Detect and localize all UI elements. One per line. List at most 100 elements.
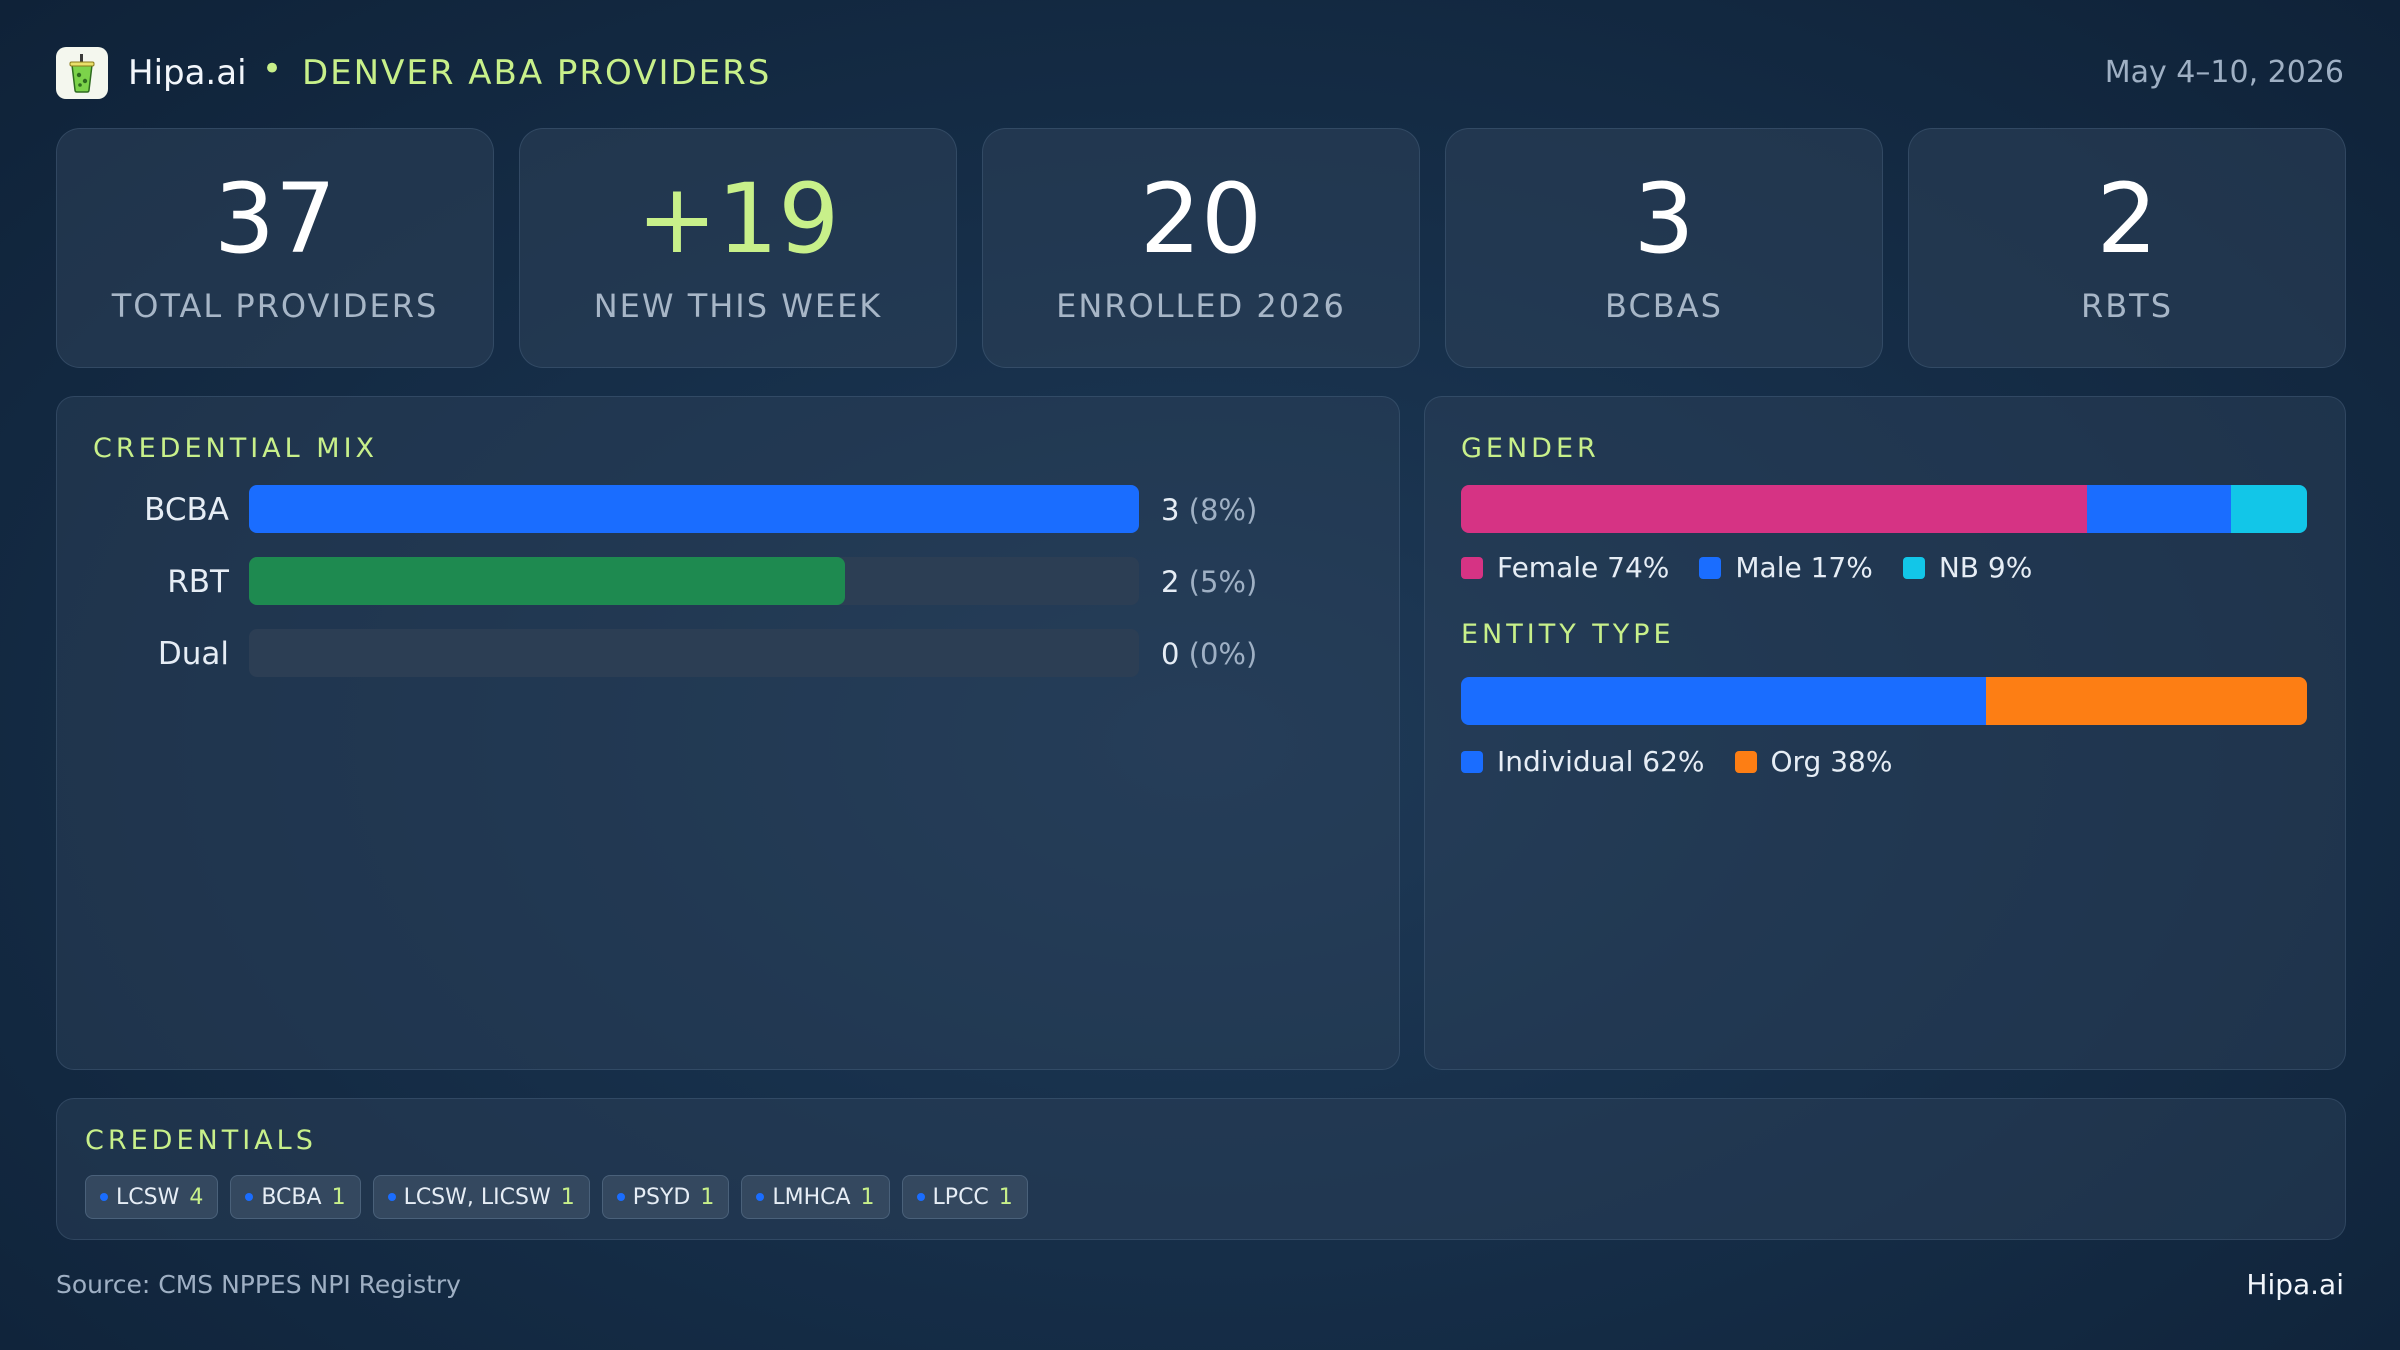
stat-card-total-providers: 37 TOTAL PROVIDERS — [56, 128, 494, 368]
legend-swatch — [1902, 556, 1925, 579]
entity-type-legend-item: Org 38% — [1734, 745, 1893, 778]
gender-legend-item: NB 9% — [1902, 551, 2033, 584]
stat-label: NEW THIS WEEK — [593, 287, 883, 325]
percent: (8%) — [1188, 493, 1258, 527]
legend-swatch — [1461, 556, 1483, 579]
stat-value: 20 — [1139, 163, 1263, 275]
gender-stacked-bar — [1461, 485, 2307, 533]
gender-segment — [1461, 485, 2088, 533]
credential-row-label: BCBA — [144, 492, 229, 528]
credential-chip[interactable]: LPCC 1 — [901, 1175, 1028, 1219]
chip-label: LMHCA — [772, 1184, 851, 1210]
credential-chip[interactable]: LCSW, LICSW 1 — [372, 1175, 590, 1219]
dot-icon — [245, 1193, 254, 1201]
chip-count: 1 — [560, 1184, 575, 1210]
bar-fill — [249, 485, 1139, 533]
credential-row-dual: Dual 0 (0%) — [93, 629, 1393, 679]
footer-brand: Hipa.ai — [2246, 1268, 2344, 1301]
panel-title: CREDENTIALS — [85, 1125, 317, 1156]
dot-icon — [387, 1193, 396, 1201]
legend-label: Male 17% — [1735, 551, 1873, 584]
title-separator: • — [262, 49, 283, 89]
credential-chips: LCSW 4 BCBA 1 LCSW, LICSW 1 PSYD 1 LMHCA 1 LPCC 1 — [85, 1175, 1040, 1219]
chip-count: 1 — [998, 1184, 1013, 1210]
dot-icon — [100, 1193, 108, 1201]
gender-title: GENDER — [1461, 433, 1600, 464]
credential-row-rbt: RBT 2 (5%) — [93, 557, 1393, 607]
chip-label: LCSW, LICSW — [403, 1184, 551, 1210]
legend-label: Org 38% — [1770, 745, 1893, 778]
count: 3 — [1161, 493, 1180, 527]
chip-label: BCBA — [261, 1184, 322, 1210]
page-title: DENVER ABA PROVIDERS — [302, 53, 772, 93]
stat-card-enrolled-2026: 20 ENROLLED 2026 — [982, 128, 1420, 368]
stat-card-new-this-week: +19 NEW THIS WEEK — [519, 128, 957, 368]
stat-label: BCBAS — [1605, 287, 1723, 325]
legend-swatch — [1461, 750, 1483, 773]
credential-chip[interactable]: BCBA 1 — [230, 1175, 361, 1219]
chip-label: LCSW — [116, 1184, 180, 1210]
percent: (0%) — [1188, 637, 1258, 671]
date-range: May 4–10, 2026 — [2104, 55, 2344, 90]
bar-track — [249, 557, 1139, 605]
legend-label: NB 9% — [1938, 551, 2033, 584]
credential-row-value: 0 (0%) — [1161, 637, 1257, 671]
brand-name: Hipa.ai — [128, 53, 247, 93]
credential-row-value: 2 (5%) — [1161, 565, 1257, 599]
gender-segment — [2230, 485, 2307, 533]
stat-value: 3 — [1633, 163, 1695, 275]
header: Hipa.ai • DENVER ABA PROVIDERS May 4–10,… — [56, 47, 2344, 103]
drink-cup-icon — [69, 54, 95, 93]
stat-card-bcbas: 3 BCBAS — [1445, 128, 1883, 368]
dot-icon — [916, 1193, 925, 1201]
stat-value: 2 — [2096, 163, 2158, 275]
logo — [56, 47, 108, 99]
legend-label: Female 74% — [1497, 551, 1670, 584]
credential-row-label: RBT — [167, 564, 229, 600]
credential-mix-panel: CREDENTIAL MIX BCBA 3 (8%) RBT 2 (5%) Du… — [56, 396, 1400, 1070]
entity-type-stacked-bar — [1461, 677, 2307, 725]
chip-count: 1 — [331, 1184, 346, 1210]
count: 0 — [1161, 637, 1180, 671]
gender-legend-item: Female 74% — [1461, 551, 1669, 584]
credential-chip[interactable]: LMHCA 1 — [741, 1175, 890, 1219]
dot-icon — [756, 1193, 765, 1201]
demographics-panel: GENDER Female 74% Male 17% NB 9% ENTITY TY… — [1424, 396, 2346, 1070]
stat-value: 37 — [213, 163, 337, 275]
credential-chip[interactable]: PSYD 1 — [601, 1175, 730, 1219]
credentials-panel: CREDENTIALS LCSW 4 BCBA 1 LCSW, LICSW 1 PSYD 1 L… — [56, 1098, 2346, 1240]
entity-type-legend: Individual 62% Org 38% — [1461, 745, 1922, 778]
bar-track — [249, 629, 1139, 677]
entity-type-title: ENTITY TYPE — [1461, 619, 1675, 650]
credential-row-value: 3 (8%) — [1161, 493, 1257, 527]
credential-row-bcba: BCBA 3 (8%) — [93, 485, 1393, 535]
gender-segment — [2087, 485, 2231, 533]
legend-swatch — [1699, 556, 1722, 579]
legend-label: Individual 62% — [1497, 745, 1705, 778]
legend-swatch — [1734, 750, 1757, 773]
stat-label: RBTS — [2080, 287, 2174, 325]
chip-count: 4 — [189, 1184, 204, 1210]
chip-label: LPCC — [932, 1184, 989, 1210]
stat-label: ENROLLED 2026 — [1056, 287, 1346, 325]
entity-type-segment — [1985, 677, 2307, 725]
gender-legend: Female 74% Male 17% NB 9% — [1461, 551, 2062, 584]
credential-chip[interactable]: LCSW 4 — [85, 1175, 219, 1219]
entity-type-segment — [1461, 677, 1986, 725]
entity-type-legend-item: Individual 62% — [1461, 745, 1705, 778]
stat-value: +19 — [636, 163, 840, 275]
bar-track — [249, 485, 1139, 533]
bar-fill — [249, 557, 846, 605]
panel-title: CREDENTIAL MIX — [93, 433, 379, 464]
chip-label: PSYD — [632, 1184, 691, 1210]
stat-card-rbts: 2 RBTS — [1908, 128, 2346, 368]
stat-label: TOTAL PROVIDERS — [111, 287, 439, 325]
stat-cards: 37 TOTAL PROVIDERS +19 NEW THIS WEEK 20 … — [56, 128, 2346, 368]
chip-count: 1 — [700, 1184, 715, 1210]
percent: (5%) — [1188, 565, 1258, 599]
count: 2 — [1161, 565, 1180, 599]
chip-count: 1 — [860, 1184, 875, 1210]
credential-row-label: Dual — [157, 636, 229, 672]
dot-icon — [616, 1193, 625, 1201]
source-note: Source: CMS NPPES NPI Registry — [56, 1270, 461, 1299]
